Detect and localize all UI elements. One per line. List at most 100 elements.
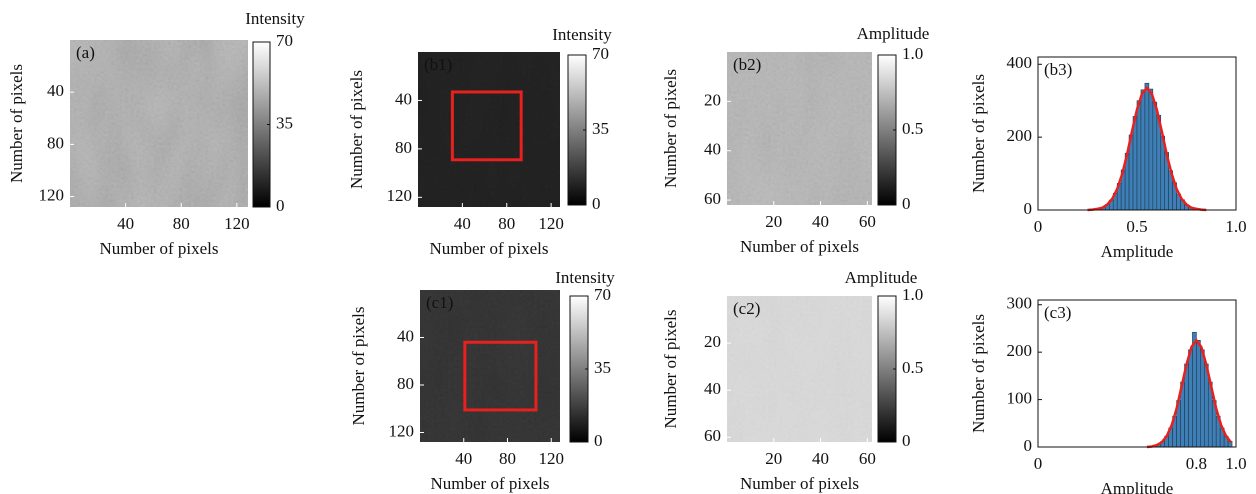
y-axis-label: Number of pixels xyxy=(661,69,680,188)
y-tick-label: 40 xyxy=(395,89,412,108)
y-tick-label: 40 xyxy=(397,326,414,345)
x-tick-label: 0 xyxy=(1034,454,1043,473)
x-tick-label: 1.0 xyxy=(1225,217,1246,236)
colorbar-tick-label: 0.5 xyxy=(902,358,923,377)
y-tick-label: 20 xyxy=(704,90,721,109)
histogram-bar xyxy=(1204,363,1209,448)
y-axis-label: Number of pixels xyxy=(661,310,680,429)
histogram-bar xyxy=(1132,116,1138,211)
plot-frame xyxy=(1037,299,1237,448)
y-tick-label: 60 xyxy=(704,189,721,208)
colorbar-tick-label: 70 xyxy=(594,285,611,304)
y-tick-label: 80 xyxy=(47,133,64,152)
panel-label: (a) xyxy=(76,43,95,62)
histogram-bar xyxy=(1152,101,1158,211)
x-tick-label: 60 xyxy=(859,212,876,231)
panel-label: (c1) xyxy=(426,293,453,312)
x-tick-label: 0.5 xyxy=(1126,217,1147,236)
histogram-bar xyxy=(1184,363,1189,448)
y-axis-label: Number of pixels xyxy=(969,314,988,433)
x-tick-label: 0.8 xyxy=(1186,454,1207,473)
y-tick-label: 0 xyxy=(1024,436,1033,455)
x-tick-label: 1.0 xyxy=(1225,454,1246,473)
colorbar-label: Amplitude xyxy=(857,24,930,43)
y-tick-label: 40 xyxy=(704,379,721,398)
colorbar-label: Intensity xyxy=(552,25,612,44)
colorbar-tick-label: 35 xyxy=(594,358,611,377)
colorbar-tick-label: 0 xyxy=(276,196,285,215)
histogram-bar xyxy=(1196,340,1201,448)
colorbar-tick-label: 35 xyxy=(592,119,609,138)
colorbar-tick-label: 70 xyxy=(276,31,293,50)
x-axis-label: Number of pixels xyxy=(740,237,859,256)
heatmap-shading xyxy=(727,52,872,205)
x-tick-label: 20 xyxy=(765,449,782,468)
roi-box xyxy=(450,90,523,162)
x-tick-label: 40 xyxy=(455,449,472,468)
roi-box xyxy=(463,340,538,412)
x-axis-label: Number of pixels xyxy=(100,239,219,258)
colorbar-tick-label: 0 xyxy=(902,431,911,450)
x-tick-label: 60 xyxy=(859,449,876,468)
y-tick-label: 100 xyxy=(1007,388,1033,407)
y-tick-label: 300 xyxy=(1007,294,1033,313)
colorbar-tick-label: 0.5 xyxy=(902,119,923,138)
histogram-bar xyxy=(1192,331,1197,448)
x-tick-label: 120 xyxy=(539,449,565,468)
x-tick-label: 80 xyxy=(499,449,516,468)
plot-frame xyxy=(1037,56,1237,211)
heatmap-shading xyxy=(727,296,872,442)
y-tick-label: 40 xyxy=(704,140,721,159)
panel-label: (b3) xyxy=(1044,60,1072,79)
fit-curve xyxy=(1087,86,1207,212)
x-tick-label: 40 xyxy=(812,449,829,468)
x-axis-label: Number of pixels xyxy=(431,474,550,493)
x-axis-label: Amplitude xyxy=(1101,242,1174,261)
colorbar-label: Intensity xyxy=(245,9,305,28)
x-tick-label: 40 xyxy=(454,214,471,233)
y-tick-label: 120 xyxy=(389,421,415,440)
y-tick-label: 200 xyxy=(1007,341,1033,360)
panel-label: (b1) xyxy=(424,55,452,74)
colorbar-tick-label: 70 xyxy=(592,44,609,63)
histogram-bar xyxy=(1144,82,1150,211)
colorbar-tick-label: 35 xyxy=(276,113,293,132)
histogram-bar xyxy=(1200,349,1205,448)
y-tick-label: 120 xyxy=(387,186,413,205)
panel-label: (c2) xyxy=(733,299,760,318)
y-axis-label: Number of pixels xyxy=(969,74,988,193)
x-tick-label: 0 xyxy=(1034,217,1043,236)
colorbar-label: Amplitude xyxy=(845,268,918,287)
x-tick-label: 120 xyxy=(224,214,250,233)
x-axis-label: Amplitude xyxy=(1101,479,1174,494)
y-tick-label: 80 xyxy=(395,138,412,157)
x-axis-label: Number of pixels xyxy=(430,239,549,258)
y-tick-label: 20 xyxy=(704,332,721,351)
histogram-bar xyxy=(1140,89,1146,211)
y-tick-label: 200 xyxy=(1007,126,1033,145)
panel-label: (b2) xyxy=(733,55,761,74)
colorbar-tick-label: 0 xyxy=(592,194,601,213)
colorbar-tick-label: 1.0 xyxy=(902,285,923,304)
fit-curve xyxy=(1146,338,1232,449)
y-tick-label: 120 xyxy=(39,185,65,204)
y-tick-label: 60 xyxy=(704,426,721,445)
histogram-bar xyxy=(1136,100,1142,211)
histogram-bar xyxy=(1148,88,1154,211)
histogram-bar xyxy=(1188,349,1193,448)
heatmap-shading xyxy=(70,40,248,207)
y-tick-label: 40 xyxy=(47,81,64,100)
y-axis-label: Number of pixels xyxy=(7,64,26,183)
colorbar-label: Intensity xyxy=(555,268,615,287)
x-tick-label: 80 xyxy=(173,214,190,233)
y-tick-label: 0 xyxy=(1024,199,1033,218)
colorbar-tick-label: 1.0 xyxy=(902,44,923,63)
x-tick-label: 80 xyxy=(498,214,515,233)
colorbar-tick-label: 0 xyxy=(902,194,911,213)
heatmap-shading xyxy=(420,290,560,442)
panel-label: (c3) xyxy=(1044,303,1071,322)
y-axis-label: Number of pixels xyxy=(349,307,368,426)
x-tick-label: 20 xyxy=(765,212,782,231)
x-tick-label: 40 xyxy=(117,214,134,233)
